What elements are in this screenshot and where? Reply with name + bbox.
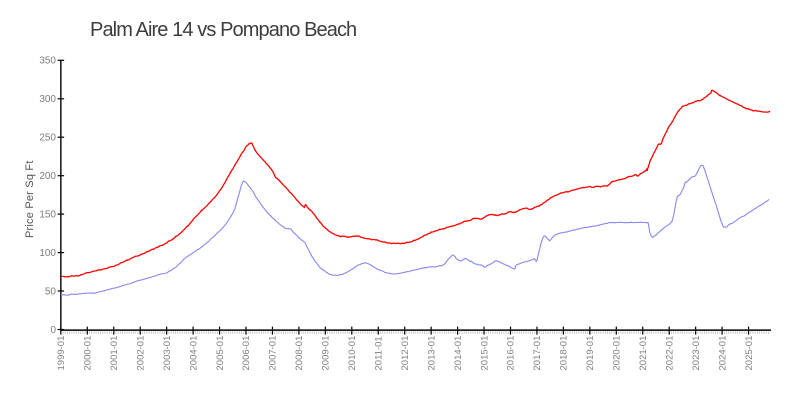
svg-text:2001-01: 2001-01 (109, 336, 120, 371)
svg-text:150: 150 (39, 210, 56, 221)
svg-text:0: 0 (50, 325, 56, 336)
svg-text:Price Per Sq Ft: Price Per Sq Ft (24, 160, 36, 238)
svg-text:2022-01: 2022-01 (664, 336, 675, 371)
svg-text:2015-01: 2015-01 (479, 336, 490, 371)
svg-text:2014-01: 2014-01 (453, 336, 464, 371)
svg-text:100: 100 (39, 248, 56, 259)
svg-text:2006-01: 2006-01 (241, 336, 252, 371)
svg-text:250: 250 (39, 133, 56, 144)
svg-text:2017-01: 2017-01 (532, 336, 543, 371)
svg-text:2010-01: 2010-01 (347, 336, 358, 371)
svg-text:2025-01: 2025-01 (744, 336, 755, 371)
svg-text:50: 50 (45, 286, 57, 297)
svg-text:Palm Aire 14 vs Pompano Beach: Palm Aire 14 vs Pompano Beach (90, 19, 356, 41)
svg-text:2023-01: 2023-01 (691, 336, 702, 371)
svg-text:2019-01: 2019-01 (585, 336, 596, 371)
svg-text:2000-01: 2000-01 (83, 336, 94, 371)
svg-text:2011-01: 2011-01 (373, 336, 384, 370)
svg-text:200: 200 (39, 171, 56, 182)
svg-text:350: 350 (39, 56, 56, 67)
svg-text:2016-01: 2016-01 (506, 336, 517, 371)
svg-text:2005-01: 2005-01 (215, 336, 226, 371)
svg-text:2013-01: 2013-01 (426, 336, 437, 371)
svg-text:2004-01: 2004-01 (188, 336, 199, 371)
svg-text:2008-01: 2008-01 (294, 336, 305, 371)
svg-text:2003-01: 2003-01 (162, 336, 173, 371)
svg-text:1999-01: 1999-01 (56, 336, 67, 371)
svg-text:2020-01: 2020-01 (612, 336, 623, 371)
svg-text:2002-01: 2002-01 (135, 336, 146, 371)
svg-text:2007-01: 2007-01 (268, 336, 279, 371)
svg-text:2009-01: 2009-01 (321, 336, 332, 371)
svg-text:2024-01: 2024-01 (717, 336, 728, 371)
svg-text:2021-01: 2021-01 (638, 336, 649, 371)
svg-text:300: 300 (39, 94, 56, 105)
svg-text:2018-01: 2018-01 (559, 336, 570, 371)
svg-text:2012-01: 2012-01 (400, 336, 411, 371)
